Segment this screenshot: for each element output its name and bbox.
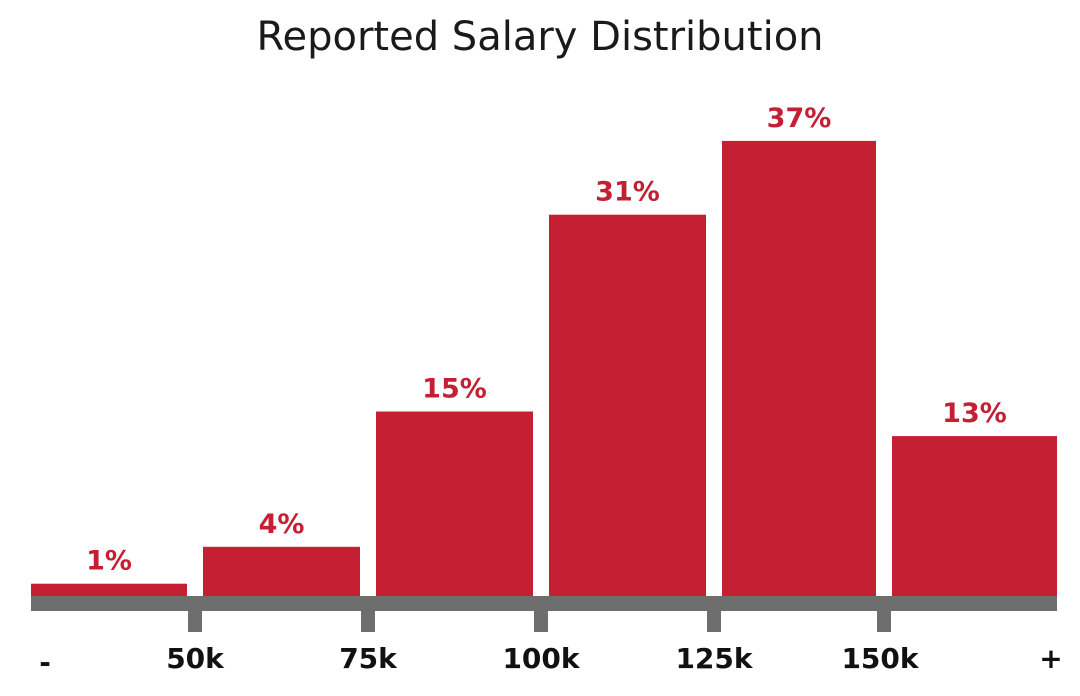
bar-1 (31, 583, 187, 596)
bar-value-label-2: 4% (259, 509, 305, 540)
bar-value-label-4: 31% (595, 177, 660, 208)
x-tick-label-6: 150k (841, 642, 919, 675)
bar-3 (376, 411, 533, 596)
chart-title: Reported Salary Distribution (256, 14, 824, 60)
x-axis-tick-4 (707, 596, 721, 632)
x-tick-label-1: - (39, 646, 51, 679)
bar-4 (549, 214, 706, 596)
bar-2 (203, 546, 360, 596)
x-axis-tick-1 (188, 596, 202, 632)
bar-value-label-5: 37% (767, 103, 832, 134)
x-tick-label-2: 50k (166, 642, 225, 675)
bar-value-label-6: 13% (942, 398, 1007, 429)
x-tick-label-4: 100k (502, 642, 580, 675)
bars-layer (31, 140, 1057, 596)
x-tick-label-7: + (1039, 642, 1062, 675)
x-tick-label-5: 125k (675, 642, 753, 675)
x-axis-tick-5 (877, 596, 891, 632)
bar-value-label-1: 1% (86, 546, 132, 577)
bar-5 (722, 140, 876, 596)
axis-layer (31, 596, 1057, 632)
bar-6 (892, 436, 1057, 596)
bar-value-label-3: 15% (422, 374, 487, 405)
x-axis-tick-2 (361, 596, 375, 632)
ticks-layer: - 50k 75k 100k 125k 150k + (39, 642, 1063, 679)
x-tick-label-3: 75k (339, 642, 398, 675)
labels-layer: 1% 4% 15% 31% 37% 13% (86, 103, 1007, 577)
x-axis-tick-3 (534, 596, 548, 632)
